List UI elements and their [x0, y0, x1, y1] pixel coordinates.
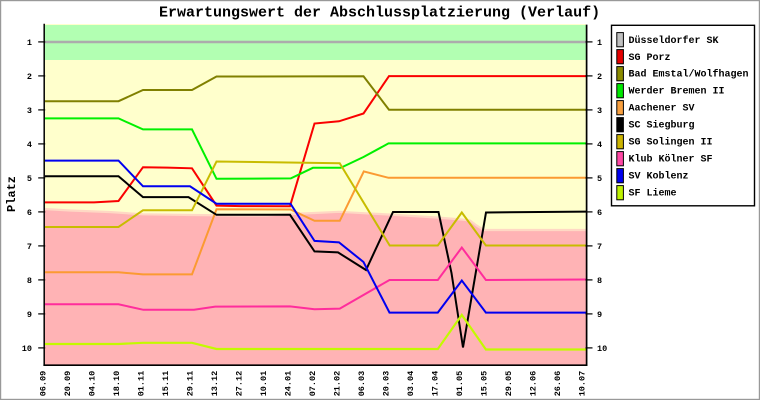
svg-text:20.03: 20.03 — [382, 371, 392, 397]
svg-text:7: 7 — [597, 242, 602, 252]
svg-text:9: 9 — [27, 310, 32, 320]
svg-text:3: 3 — [597, 106, 602, 116]
svg-text:6: 6 — [597, 208, 602, 218]
svg-text:17.04: 17.04 — [431, 371, 441, 397]
svg-text:10.07: 10.07 — [578, 371, 588, 397]
svg-text:29.11: 29.11 — [186, 371, 196, 397]
svg-text:12.06: 12.06 — [529, 371, 539, 397]
svg-text:SC Siegburg: SC Siegburg — [629, 120, 695, 132]
svg-text:Bad Emstal/Wolfhagen: Bad Emstal/Wolfhagen — [629, 69, 749, 81]
svg-text:SF Lieme: SF Lieme — [629, 187, 677, 199]
svg-text:21.02: 21.02 — [333, 371, 343, 397]
svg-text:Aachener SV: Aachener SV — [629, 103, 695, 115]
svg-text:10: 10 — [22, 344, 32, 354]
svg-text:15.11: 15.11 — [161, 371, 171, 397]
svg-text:10.01: 10.01 — [259, 371, 269, 397]
svg-text:27.12: 27.12 — [235, 371, 245, 397]
svg-text:Werder Bremen II: Werder Bremen II — [629, 86, 725, 98]
svg-text:2: 2 — [597, 72, 602, 82]
svg-text:5: 5 — [597, 174, 602, 184]
svg-text:7: 7 — [27, 242, 32, 252]
svg-text:8: 8 — [597, 276, 602, 286]
svg-text:10: 10 — [597, 344, 607, 354]
svg-text:3: 3 — [27, 106, 32, 116]
svg-text:6: 6 — [27, 208, 32, 218]
svg-text:04.10: 04.10 — [88, 371, 98, 397]
svg-text:18.10: 18.10 — [112, 371, 122, 397]
svg-text:15.05: 15.05 — [480, 371, 490, 397]
svg-text:29.05: 29.05 — [504, 371, 514, 397]
svg-text:01.05: 01.05 — [455, 371, 465, 397]
svg-text:SG Porz: SG Porz — [629, 53, 671, 64]
svg-text:06.09: 06.09 — [39, 371, 49, 397]
svg-text:Erwartungswert der Abschlusspl: Erwartungswert der Abschlussplatzierung … — [159, 5, 600, 22]
svg-text:2: 2 — [27, 72, 32, 82]
svg-text:07.02: 07.02 — [308, 371, 318, 397]
svg-text:SV Koblenz: SV Koblenz — [629, 170, 689, 182]
svg-text:01.11: 01.11 — [137, 371, 147, 397]
svg-text:5: 5 — [27, 174, 32, 184]
svg-text:13.12: 13.12 — [210, 371, 220, 397]
svg-text:06.03: 06.03 — [357, 371, 367, 397]
svg-text:26.06: 26.06 — [553, 371, 563, 397]
svg-text:Düsseldorfer SK: Düsseldorfer SK — [629, 35, 719, 47]
svg-text:8: 8 — [27, 276, 32, 286]
svg-text:4: 4 — [27, 140, 32, 150]
svg-text:4: 4 — [597, 140, 602, 150]
svg-text:SG Solingen II: SG Solingen II — [629, 137, 713, 149]
svg-text:03.04: 03.04 — [406, 371, 416, 397]
svg-text:Platz: Platz — [5, 176, 19, 212]
svg-text:9: 9 — [597, 310, 602, 320]
svg-text:24.01: 24.01 — [284, 371, 294, 397]
svg-text:Klub Kölner SF: Klub Kölner SF — [629, 153, 713, 165]
svg-text:1: 1 — [27, 38, 32, 48]
svg-text:1: 1 — [597, 38, 602, 48]
svg-text:20.09: 20.09 — [63, 371, 73, 397]
